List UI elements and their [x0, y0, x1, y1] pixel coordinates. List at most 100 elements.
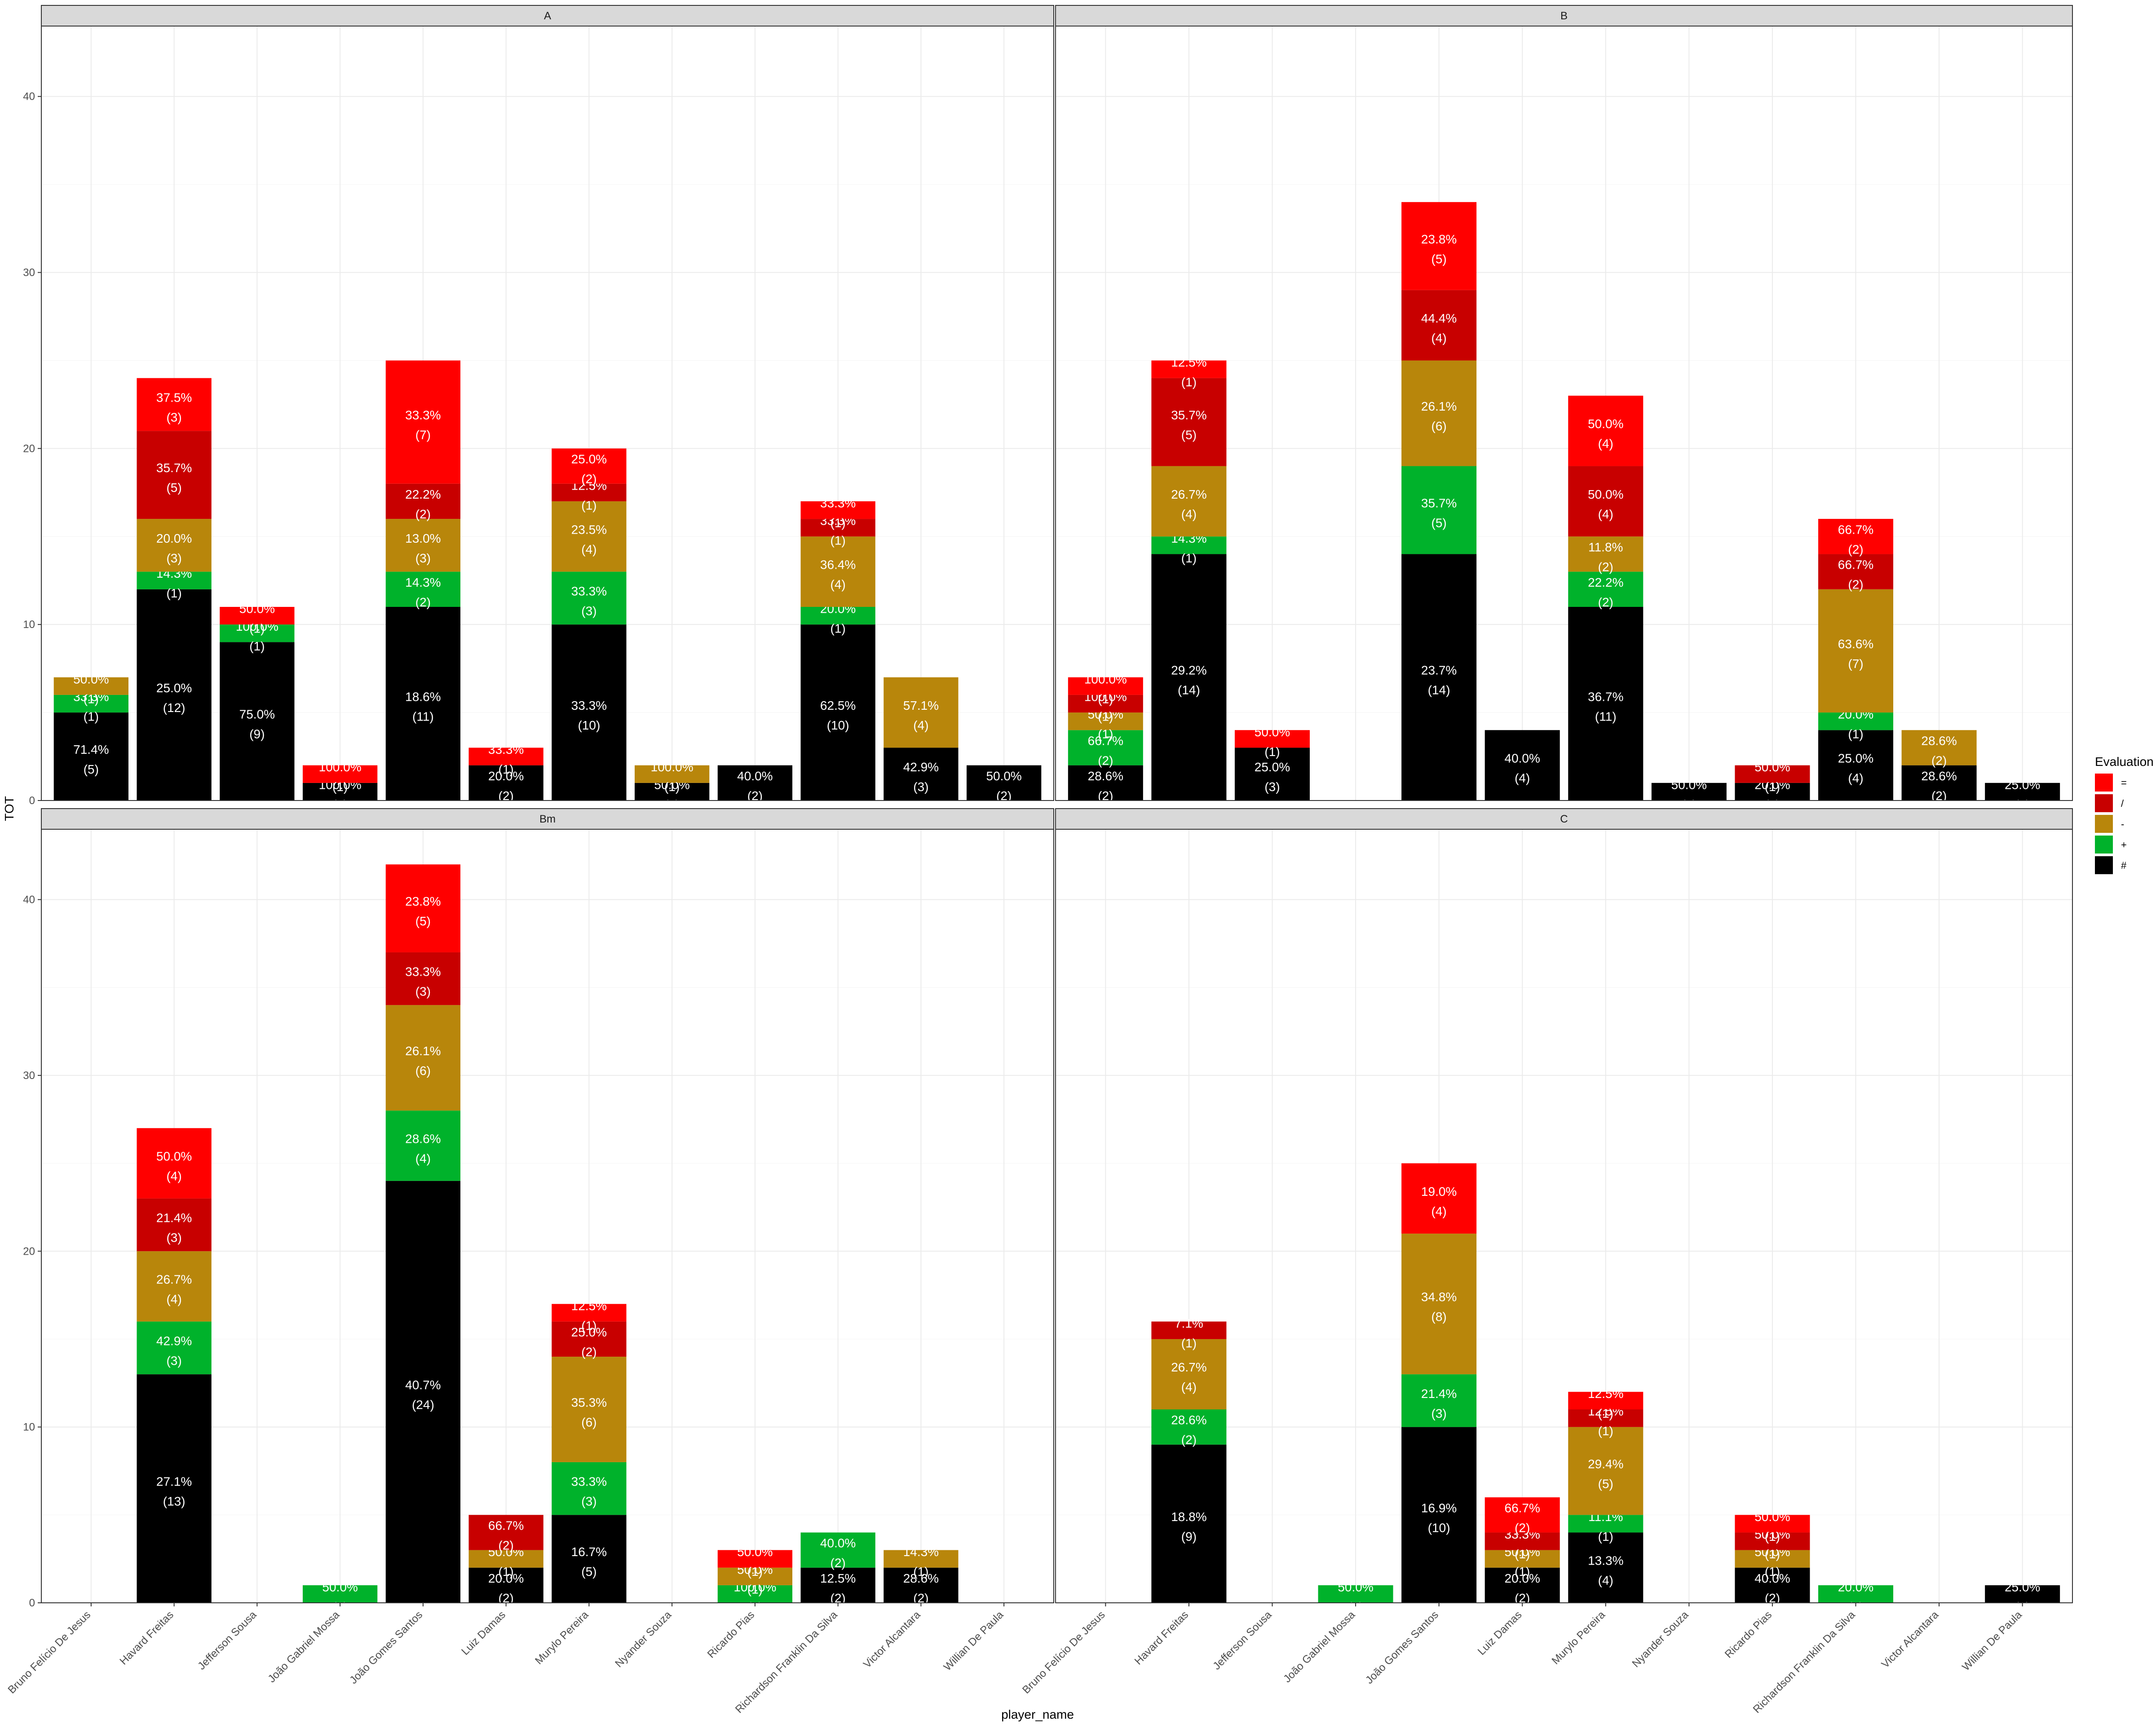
bar-segment — [302, 765, 378, 783]
bar-label-pct: 28.6% — [405, 1132, 441, 1146]
bar-label-pct: 25.0% — [571, 452, 607, 466]
bar-label-count: (1) — [747, 1582, 763, 1596]
bar-segment — [634, 765, 710, 783]
bar-label-pct: 40.0% — [820, 1536, 856, 1550]
bar-segment — [1484, 1550, 1560, 1568]
facet-strip — [41, 808, 1054, 830]
legend-key — [2095, 836, 2113, 854]
bar-label-pct: 40.7% — [405, 1378, 441, 1392]
bar-segment — [717, 1585, 793, 1603]
bar-segment — [1818, 1585, 1894, 1603]
bar-label-count: (1) — [1848, 1600, 1863, 1614]
bar-segment — [800, 536, 875, 607]
bar-label-pct: 50.0% — [1255, 725, 1290, 739]
bar-label-count: (2) — [581, 1345, 596, 1359]
bar-label-pct: 50.0% — [156, 1150, 192, 1163]
bar-segment — [1151, 360, 1227, 378]
bar-label-pct: 40.0% — [737, 769, 773, 783]
bar-label-count: (11) — [412, 710, 434, 724]
bar-segment — [552, 483, 627, 501]
bar-label-count: (1) — [831, 622, 846, 636]
bar-label-count: (3) — [166, 1354, 181, 1368]
bar-segment — [1068, 765, 1143, 801]
bar-segment — [552, 501, 627, 572]
bar-segment — [302, 783, 378, 801]
bar-label-count: (3) — [913, 780, 928, 794]
bar-label-pct: 66.7% — [1088, 734, 1123, 748]
bar-label-count: (13) — [163, 1495, 186, 1508]
bar-label-count: (3) — [1431, 1407, 1447, 1420]
bar-label-pct: 7.1% — [1175, 1316, 1203, 1330]
bar-label-count: (1) — [1181, 551, 1197, 565]
y-tick-label: 0 — [29, 1597, 35, 1609]
bar-label-pct: 35.3% — [571, 1396, 607, 1410]
bar-label-count: (4) — [415, 1151, 431, 1165]
bar-label-count: (1) — [249, 622, 265, 636]
bar-label-count: (12) — [163, 701, 186, 715]
bar-label-pct: 50.0% — [1671, 778, 1707, 792]
bar-segment — [634, 783, 710, 801]
bar-label-count: (5) — [1431, 252, 1447, 266]
legend: Evaluation = / - + # — [2095, 755, 2154, 874]
bar-label-count: (11) — [1595, 710, 1617, 724]
bar-label-pct: 19.0% — [1421, 1185, 1457, 1199]
bar-label-count: (2) — [499, 1538, 514, 1552]
bar-label-pct: 18.8% — [1171, 1510, 1206, 1524]
bar-label-count: (1) — [332, 780, 348, 794]
bar-segment — [1484, 1567, 1560, 1603]
bar-segment — [137, 1321, 212, 1375]
bar-label-count: (4) — [1598, 1574, 1613, 1588]
bar-segment — [1568, 1515, 1644, 1533]
bar-segment — [220, 642, 295, 801]
bar-label-pct: 100.0% — [319, 760, 362, 774]
bar-label-pct: 66.7% — [1505, 1501, 1540, 1515]
y-tick-label: 20 — [23, 442, 35, 455]
bar-label-pct: 33.3% — [405, 965, 441, 979]
bar-label-pct: 42.9% — [156, 1334, 192, 1348]
bar-segment — [1484, 730, 1560, 801]
facet-panel-a: A 71.4% (5) 33.3% (1) 50.0% (1) 25.0% (12) 14.3% (… — [23, 5, 1054, 811]
bar-label-count: (1) — [1181, 1336, 1197, 1350]
bar-label-pct: 100.0% — [651, 760, 694, 774]
bar-label-count: (3) — [581, 604, 596, 618]
bar-label-count: (2) — [1931, 753, 1947, 767]
bar-label-count: (4) — [1515, 771, 1530, 785]
bar-label-count: (5) — [84, 762, 99, 776]
bar-label-count: (5) — [1181, 428, 1197, 442]
bar-segment — [53, 677, 128, 695]
bar-label-pct: 50.0% — [1754, 760, 1790, 774]
y-tick-label: 20 — [23, 1245, 35, 1257]
bar-label-count: (4) — [1598, 437, 1613, 451]
bar-label-pct: 40.0% — [1505, 752, 1540, 765]
bar-label-pct: 20.0% — [1838, 1580, 1873, 1594]
bar-segment — [137, 1374, 212, 1603]
bar-label-count: (4) — [1598, 507, 1613, 521]
bar-label-count: (1) — [1848, 727, 1863, 741]
legend-label: / — [2121, 798, 2124, 809]
bar-label-pct: 18.6% — [405, 690, 441, 704]
bar-segment — [137, 519, 212, 572]
bar-label-pct: 42.9% — [903, 760, 939, 774]
bar-label-pct: 50.0% — [1338, 1580, 1373, 1594]
bar-segment — [1151, 466, 1227, 537]
bar-segment — [552, 1357, 627, 1462]
bar-label-pct: 26.1% — [405, 1044, 441, 1058]
bar-segment — [1401, 290, 1477, 361]
bar-segment — [1068, 712, 1143, 730]
bar-label-pct: 12.5% — [1171, 355, 1206, 369]
bar-label-count: (1) — [747, 1600, 763, 1614]
bar-label-count: (5) — [581, 1565, 596, 1579]
bar-segment — [1568, 1409, 1644, 1427]
bar-label-pct: 13.0% — [405, 531, 441, 545]
y-tick-label: 30 — [23, 267, 35, 279]
bar-segment — [1068, 694, 1143, 713]
bar-segment — [552, 448, 627, 484]
bar-label-count: (3) — [581, 1495, 596, 1508]
bar-label-count: (4) — [831, 578, 846, 592]
bar-segment — [1735, 783, 1810, 801]
bar-label-count: (1) — [664, 780, 680, 794]
bar-label-count: (2) — [831, 1556, 846, 1570]
bar-segment — [468, 748, 543, 765]
bar-label-pct: 28.6% — [1088, 769, 1123, 783]
